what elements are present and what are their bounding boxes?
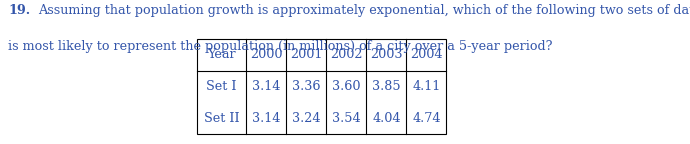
Text: 2001: 2001 [290, 48, 322, 61]
Text: 3.24: 3.24 [292, 112, 321, 125]
Text: 3.85: 3.85 [372, 80, 401, 93]
Text: 4.11: 4.11 [413, 80, 440, 93]
Text: 3.14: 3.14 [252, 80, 281, 93]
Bar [197, 39, 446, 134]
Text: 19.: 19. [8, 4, 30, 17]
Text: 2004: 2004 [410, 48, 443, 61]
Text: 2002: 2002 [330, 48, 363, 61]
Text: 4.74: 4.74 [412, 112, 441, 125]
Text: Year: Year [207, 48, 236, 61]
Text: 2003: 2003 [370, 48, 403, 61]
Text: 3.60: 3.60 [332, 80, 361, 93]
Text: 2000: 2000 [250, 48, 283, 61]
Text: Set II: Set II [204, 112, 239, 125]
Text: is most likely to represent the population (in millions) of a city over a 5-year: is most likely to represent the populati… [8, 40, 553, 53]
Text: 3.54: 3.54 [332, 112, 361, 125]
Text: 3.14: 3.14 [252, 112, 281, 125]
Text: 4.04: 4.04 [372, 112, 401, 125]
Text: 3.36: 3.36 [292, 80, 321, 93]
Text: Assuming that population growth is approximately exponential, which of the follo: Assuming that population growth is appro… [38, 4, 690, 17]
Text: Set I: Set I [206, 80, 237, 93]
